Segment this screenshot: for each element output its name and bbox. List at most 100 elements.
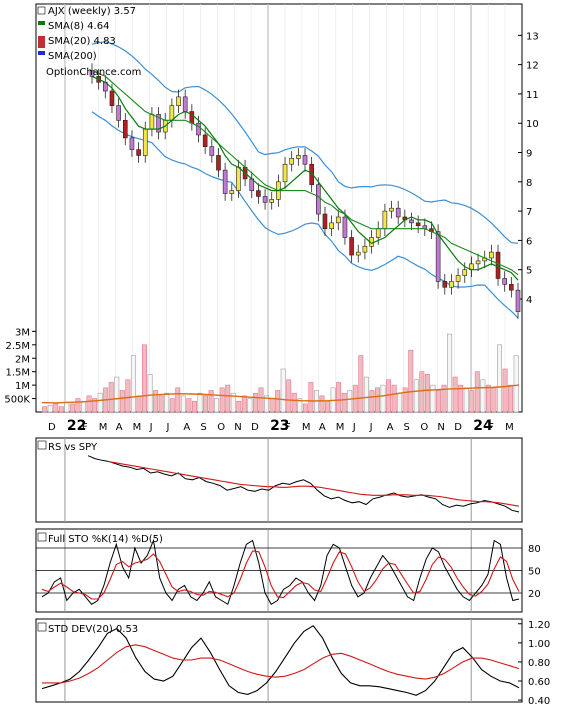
volume-bar — [230, 392, 236, 413]
rs-average-line — [107, 460, 520, 507]
volume-bar — [297, 398, 303, 413]
volume-bar — [502, 368, 508, 413]
volume-bar — [153, 390, 159, 413]
candle-body — [395, 207, 401, 218]
candle-body — [455, 275, 461, 282]
volume-bar — [97, 392, 103, 413]
volume-bar — [513, 355, 519, 413]
candle-body — [169, 105, 175, 121]
volume-bar — [347, 390, 353, 413]
volume-bar — [69, 403, 75, 413]
candle-body — [209, 146, 215, 156]
volume-tick-label: 1M — [15, 381, 30, 392]
candle-body — [216, 155, 221, 171]
x-month-label: O — [420, 422, 428, 433]
volume-bar — [119, 390, 125, 413]
volume-bar — [158, 395, 164, 413]
legend-sma8: SMA(8) 4.64 — [48, 21, 109, 32]
volume-bar — [369, 390, 375, 413]
sto-level-label: 50 — [528, 567, 541, 578]
x-month-label: A — [319, 422, 326, 433]
volume-bar — [214, 398, 220, 413]
candle-body — [322, 213, 328, 229]
candle-body — [136, 149, 141, 156]
volume-bar — [374, 387, 380, 413]
x-month-label: A — [116, 422, 123, 433]
volume-bar — [180, 395, 186, 413]
x-month-label: J — [352, 422, 356, 433]
candle-body — [495, 251, 501, 279]
candle-body — [269, 199, 275, 203]
volume-bar — [269, 398, 275, 413]
price-tick-label: 10 — [526, 119, 539, 130]
volume-bar — [130, 355, 136, 413]
volume-bar — [225, 384, 231, 413]
legend-swatch — [37, 6, 46, 15]
volume-bar — [92, 398, 98, 413]
candle-body — [196, 122, 201, 136]
volume-bar — [402, 387, 408, 413]
sto-level-label: 20 — [528, 589, 541, 600]
price-tick-label: 11 — [526, 90, 539, 101]
volume-bar — [463, 387, 469, 413]
x-month-label: M — [505, 422, 514, 433]
sto-level-label: 80 — [528, 544, 541, 555]
candle-body — [355, 251, 361, 256]
volume-bar — [302, 403, 308, 413]
sto-k-line — [41, 538, 520, 606]
volume-bar — [441, 384, 447, 413]
candle-body — [329, 222, 334, 229]
volume-bar — [458, 384, 464, 413]
volume-bar — [508, 384, 514, 413]
x-month-label: O — [217, 422, 225, 433]
volume-bar — [191, 400, 197, 413]
volume-bar — [413, 379, 419, 413]
std-dev-line — [41, 624, 520, 696]
x-year-label: 24 — [473, 418, 493, 434]
candle-body — [182, 96, 188, 112]
volume-bar — [308, 382, 314, 413]
x-month-label: J — [149, 422, 153, 433]
volume-bar — [197, 392, 203, 413]
x-month-label: S — [404, 422, 410, 433]
std-tick-label: 1.20 — [528, 620, 550, 631]
candle-body — [389, 207, 394, 212]
volume-bar — [491, 387, 497, 413]
legend-ticker: AJX (weekly) 3.57 — [48, 6, 136, 17]
std-tick-label: 0.40 — [528, 696, 550, 706]
x-month-label: M — [336, 422, 345, 433]
volume-bar — [164, 392, 170, 413]
candle-body — [349, 237, 354, 256]
volume-bar — [363, 376, 369, 413]
volume-bar — [419, 371, 425, 413]
volume-tick-label: 2M — [15, 354, 30, 365]
x-month-label: M — [99, 422, 108, 433]
volume-bar — [480, 379, 486, 413]
volume-bar — [408, 349, 414, 413]
candle-body — [176, 96, 181, 106]
volume-bar — [247, 398, 253, 413]
volume-bar — [286, 379, 292, 413]
candle-body — [435, 231, 441, 282]
x-month-label: D — [251, 422, 259, 433]
volume-bar — [424, 374, 430, 413]
volume-bar — [81, 400, 86, 413]
candle-body — [129, 137, 135, 150]
volume-bar — [208, 390, 214, 413]
candle-body — [309, 163, 314, 186]
volume-tick-label: 1.5M — [5, 368, 30, 379]
legend-sma20: SMA(20) 4.83 — [48, 36, 116, 47]
volume-bar — [380, 384, 386, 413]
sma20-line — [91, 69, 519, 276]
x-month-label: J — [166, 422, 170, 433]
x-month-label: J — [369, 422, 373, 433]
x-month-label: D — [454, 422, 462, 433]
candle-body — [382, 210, 388, 229]
std-tick-label: 1.00 — [528, 639, 550, 650]
volume-average-line — [41, 384, 520, 404]
volume-bar — [219, 387, 225, 413]
candle-body — [116, 105, 121, 121]
sto-panel-title: Full STO %K(14) %D(5) — [48, 534, 163, 545]
volume-bar — [42, 406, 48, 413]
rs-panel-frame — [35, 437, 523, 523]
